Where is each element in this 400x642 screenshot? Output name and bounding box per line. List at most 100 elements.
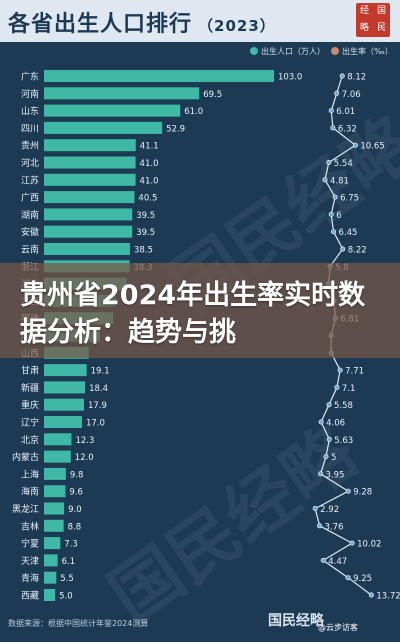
watermark-credit: @云步访客 xyxy=(318,623,358,632)
category-label: 天津 xyxy=(21,556,39,567)
bar-births xyxy=(44,156,136,169)
bar-value-label: 7.3 xyxy=(64,540,78,550)
rate-point xyxy=(317,523,323,529)
rate-point xyxy=(318,419,324,425)
bar-births xyxy=(44,571,57,584)
data-source: 数据来源：根据中国统计年鉴2024测算 xyxy=(8,619,149,628)
category-label: 安徽 xyxy=(21,226,39,238)
rate-value-label: 3.76 xyxy=(325,522,344,532)
seal-char: 国 xyxy=(376,6,386,16)
rate-value-label: 6 xyxy=(336,211,341,221)
category-label: 上海 xyxy=(21,468,39,480)
rate-point xyxy=(332,194,338,200)
rate-point xyxy=(340,246,346,252)
bar-births xyxy=(44,208,133,221)
title-bar xyxy=(0,0,400,42)
rate-value-label: 4.06 xyxy=(326,419,345,429)
seal-char: 略 xyxy=(359,23,369,33)
rate-point xyxy=(323,454,329,460)
bar-births xyxy=(44,173,136,186)
bar-value-label: 18.4 xyxy=(89,384,108,394)
rate-value-label: 7.06 xyxy=(342,90,361,100)
rate-point xyxy=(328,108,334,114)
headline-text: 贵州省2024年出生率实时数据分析：趋势与挑 xyxy=(20,280,366,348)
rate-value-label: 6.01 xyxy=(336,107,355,117)
rate-point xyxy=(312,505,318,511)
publisher-seal: 经 国 略 民 xyxy=(356,3,390,37)
rate-point xyxy=(345,488,351,494)
rate-point xyxy=(326,436,332,442)
category-label: 湖南 xyxy=(21,209,39,221)
bar-value-label: 12.0 xyxy=(75,453,94,463)
legend-item-births: 出生人口（万人） xyxy=(250,46,325,57)
bar-births xyxy=(44,121,163,134)
bar-value-label: 40.5 xyxy=(138,194,157,204)
rate-point xyxy=(326,160,332,166)
bar-births xyxy=(44,364,87,377)
bar-births xyxy=(44,191,135,204)
rate-point xyxy=(322,177,328,183)
bar-births xyxy=(44,139,136,152)
rate-value-label: 4.47 xyxy=(328,557,347,567)
bar-births xyxy=(44,225,133,238)
bar-value-label: 17.9 xyxy=(88,401,107,411)
category-label: 广东 xyxy=(21,71,39,83)
rate-point xyxy=(328,211,334,217)
category-label: 河南 xyxy=(21,88,39,100)
category-label: 西藏 xyxy=(21,590,39,602)
rate-value-label: 7.1 xyxy=(342,384,356,394)
rate-value-label: 13.72 xyxy=(376,592,400,602)
rate-point xyxy=(334,384,340,390)
category-label: 内蒙古 xyxy=(12,451,39,463)
bar-value-label: 9.6 xyxy=(69,488,83,498)
rate-value-label: 9.25 xyxy=(353,574,372,584)
bar-births xyxy=(44,398,84,411)
rate-point xyxy=(339,73,345,79)
bar-births xyxy=(44,537,61,550)
category-label: 吉林 xyxy=(21,520,39,532)
bar-births xyxy=(44,70,274,82)
seal-char: 民 xyxy=(376,23,386,33)
category-label: 重庆 xyxy=(21,399,39,411)
rate-value-label: 8.12 xyxy=(347,73,366,83)
rate-point xyxy=(345,575,351,581)
category-label: 广西 xyxy=(21,192,39,204)
watermark-bottom: 国民经略 xyxy=(268,613,324,629)
bar-value-label: 12.3 xyxy=(75,436,94,446)
bar-value-label: 61.0 xyxy=(184,107,203,117)
bar-value-label: 39.5 xyxy=(136,211,155,221)
rate-point xyxy=(318,471,324,477)
bar-births xyxy=(44,243,130,255)
category-label: 青海 xyxy=(21,572,39,584)
bar-value-label: 38.5 xyxy=(134,246,153,256)
rate-point xyxy=(337,367,343,373)
category-label: 江苏 xyxy=(21,174,39,186)
rate-point xyxy=(326,402,332,408)
bar-births xyxy=(44,433,72,446)
legend-label-rate: 出生率（‰） xyxy=(342,46,393,56)
category-label: 海南 xyxy=(21,486,39,498)
rate-value-label: 6.45 xyxy=(339,228,358,238)
bar-value-label: 41.0 xyxy=(140,159,159,169)
category-label: 四川 xyxy=(21,124,39,134)
rate-value-label: 6.75 xyxy=(340,194,359,204)
rate-value-label: 5.54 xyxy=(334,159,353,169)
category-label: 河北 xyxy=(21,157,39,169)
legend-swatch-rate xyxy=(331,46,339,55)
rate-value-label: 9.28 xyxy=(353,488,372,498)
rate-value-label: 5.58 xyxy=(334,401,353,411)
bar-births xyxy=(44,467,66,480)
rate-value-label: 6.32 xyxy=(338,124,357,134)
chart-title-year: （2023） xyxy=(198,17,276,35)
rate-point xyxy=(349,540,355,546)
bar-births xyxy=(44,554,58,567)
bar-births xyxy=(44,519,64,532)
bar-births xyxy=(44,502,65,515)
bar-value-label: 6.1 xyxy=(62,557,76,567)
rate-value-label: 3.95 xyxy=(326,470,345,480)
legend-swatch-births xyxy=(250,46,258,55)
bar-births xyxy=(44,450,71,463)
legend-item-rate: 出生率（‰） xyxy=(331,46,393,57)
bar-births xyxy=(44,485,66,498)
